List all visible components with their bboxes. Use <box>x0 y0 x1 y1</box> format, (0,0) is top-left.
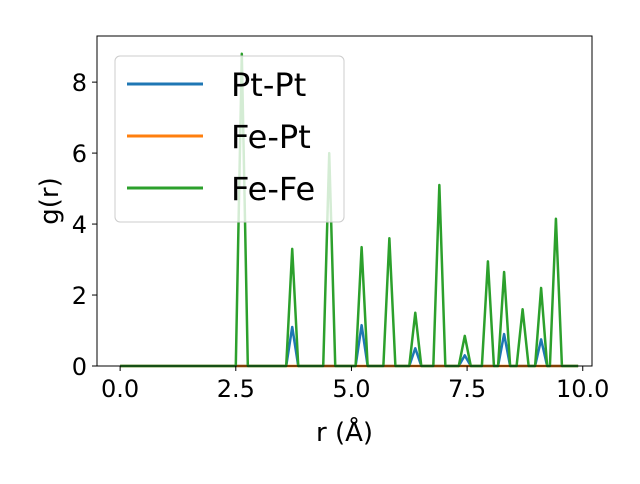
y-tick-label: 4 <box>72 211 87 239</box>
y-tick-label: 6 <box>72 140 87 168</box>
legend-label-fe-fe: Fe-Fe <box>231 170 315 208</box>
y-tick-label: 0 <box>72 353 87 381</box>
legend-label-fe-pt: Fe-Pt <box>231 118 311 156</box>
y-ticks: 0 2 4 6 8 <box>72 69 97 381</box>
y-axis-label: g(r) <box>35 177 65 224</box>
x-tick-label: 5.0 <box>332 375 370 403</box>
x-tick-label: 7.5 <box>448 375 486 403</box>
legend: Pt-Pt Fe-Pt Fe-Fe <box>114 55 345 223</box>
x-tick-label: 10.0 <box>556 375 609 403</box>
legend-entries: Pt-Pt Fe-Pt Fe-Fe <box>127 66 315 208</box>
axes-frame <box>96 35 593 367</box>
legend-label-pt-pt: Pt-Pt <box>231 66 306 104</box>
legend-box <box>114 55 345 223</box>
y-tick-label: 2 <box>72 282 87 310</box>
y-tick-label: 8 <box>72 69 87 97</box>
x-axis-label: r (Å) <box>316 416 373 448</box>
x-tick-label: 2.5 <box>217 375 255 403</box>
x-ticks: 0.0 2.5 5.0 7.5 10.0 <box>101 366 609 403</box>
x-tick-label: 0.0 <box>101 375 139 403</box>
